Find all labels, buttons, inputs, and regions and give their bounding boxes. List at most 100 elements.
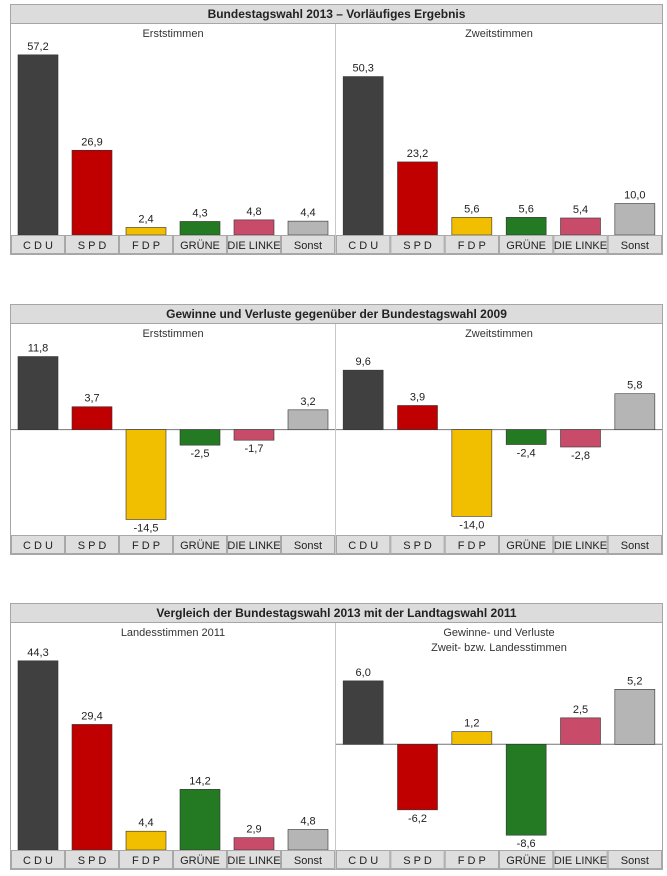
category-cell [11, 535, 65, 554]
data-label: 3,9 [410, 391, 425, 403]
category-label: GRÜNE [506, 240, 546, 252]
chart-panel-comparison-change: Gewinne- und Verluste Zweit- bzw. Landess… [336, 623, 662, 869]
bar-sonst [287, 409, 329, 430]
panel-subtitle: Zweitstimmen [465, 28, 533, 40]
bar-chart: Zweitstimmen 9,6 3,9 -14,0 -2,4 -2,8 5,8 C D U S… [336, 328, 662, 554]
chart-panel-zweitstimmen-change: Zweitstimmen 9,6 3,9 -14,0 -2,4 -2,8 5,8 C D U S… [336, 324, 662, 554]
data-label: 2,9 [246, 824, 261, 836]
panel-subtitle: Zweitstimmen [465, 328, 533, 340]
bar-grüne [505, 743, 547, 836]
bar-chart: Landesstimmen 2011 44,3 29,4 4,4 14,2 2,9 4,8 C… [11, 627, 335, 869]
data-label: 4,8 [300, 816, 315, 828]
bar-f-d-p [451, 429, 493, 517]
panel-divider [335, 623, 336, 869]
data-label: 3,7 [84, 393, 99, 405]
block-title: Gewinne und Verluste gegenüber der Bunde… [11, 305, 662, 324]
bar-sonst [614, 393, 656, 430]
category-cell [444, 850, 499, 869]
bar-f-d-p [125, 227, 167, 236]
bar-f-d-p [451, 731, 493, 745]
panel-subtitle: Landesstimmen 2011 [121, 627, 225, 639]
bar-s-p-d [71, 724, 113, 851]
category-cell [281, 850, 335, 869]
block-title: Vergleich der Bundestagswahl 2013 mit de… [11, 604, 662, 623]
category-label: Sonst [294, 540, 322, 552]
category-cell [336, 235, 391, 254]
category-cell [65, 535, 119, 554]
bar-c-d-u [17, 54, 59, 236]
block-title: Bundestagswahl 2013 – Vorläufiges Ergebn… [11, 5, 662, 24]
category-cell [119, 235, 173, 254]
category-label: C D U [348, 855, 378, 867]
category-label: S P D [403, 240, 432, 252]
category-label: C D U [348, 240, 378, 252]
category-label: F D P [132, 855, 160, 867]
category-cell [173, 535, 227, 554]
bar-s-p-d [71, 149, 113, 236]
bar-die-linke [560, 429, 601, 448]
category-cell [499, 535, 554, 554]
category-label: GRÜNE [180, 855, 220, 867]
category-cell [553, 850, 608, 869]
data-label: 4,4 [300, 207, 315, 219]
category-cell [553, 535, 608, 554]
category-label: C D U [23, 855, 53, 867]
category-label: Sonst [621, 540, 649, 552]
category-cell [499, 235, 554, 254]
category-label: F D P [458, 540, 486, 552]
chart-panel-erststimmen-change: Erststimmen 11,8 3,7 -14,5 -2,5 -1,7 3,2 C D U S… [11, 324, 335, 554]
category-cell [336, 850, 391, 869]
panel-subtitle: Erststimmen [142, 28, 203, 40]
data-label: 2,5 [573, 704, 588, 716]
bar-grüne [505, 429, 547, 445]
panel-divider [335, 324, 336, 554]
category-label: C D U [348, 540, 378, 552]
data-label: 5,8 [627, 380, 642, 392]
category-label: Sonst [621, 240, 649, 252]
chart-block-gains-losses: Gewinne und Verluste gegenüber der Bunde… [10, 304, 663, 555]
category-label: Sonst [294, 855, 322, 867]
bar-die-linke [233, 837, 275, 851]
data-label: -14,0 [459, 519, 484, 531]
data-label: 1,2 [464, 718, 479, 730]
bar-die-linke [233, 219, 275, 236]
bar-c-d-u [17, 660, 59, 851]
data-label: 11,8 [28, 343, 49, 355]
bar-sonst [614, 689, 656, 745]
bar-die-linke [560, 217, 601, 236]
category-label: DIE LINKE [227, 855, 280, 867]
data-label: 57,2 [27, 41, 48, 53]
bar-chart: Erststimmen 57,2 26,9 2,4 4,3 4,8 4,4 C D U S P … [11, 28, 335, 254]
panel-divider [335, 24, 336, 254]
category-cell [173, 850, 227, 869]
chart-panel-erststimmen: Erststimmen 57,2 26,9 2,4 4,3 4,8 4,4 C D U S P … [11, 24, 335, 254]
category-label: Sonst [294, 240, 322, 252]
bar-s-p-d [71, 406, 113, 430]
bar-grüne [179, 221, 221, 236]
category-cell [444, 235, 499, 254]
bar-chart: Erststimmen 11,8 3,7 -14,5 -2,5 -1,7 3,2 C D U S… [11, 328, 335, 554]
data-label: 23,2 [407, 148, 428, 160]
category-label: S P D [403, 855, 432, 867]
category-label: DIE LINKE [554, 855, 607, 867]
data-label: 9,6 [356, 356, 371, 368]
category-cell [444, 535, 499, 554]
category-label: DIE LINKE [554, 240, 607, 252]
category-cell [499, 850, 554, 869]
panel-subtitle: Zweit- bzw. Landesstimmen [431, 642, 567, 654]
data-label: -6,2 [408, 813, 427, 825]
chart-panel-landesstimmen: Landesstimmen 2011 44,3 29,4 4,4 14,2 2,9 4,8 C… [11, 623, 335, 869]
category-cell [227, 535, 281, 554]
bar-chart: Gewinne- und Verluste Zweit- bzw. Landess… [336, 627, 662, 869]
data-label: 3,2 [300, 396, 315, 408]
chart-panel-zweitstimmen: Zweitstimmen 50,3 23,2 5,6 5,6 5,4 10,0 C D U S … [336, 24, 662, 254]
bar-sonst [614, 203, 656, 236]
category-cell [281, 535, 335, 554]
data-label: 50,3 [352, 63, 373, 75]
bar-grüne [179, 429, 221, 446]
category-cell [227, 235, 281, 254]
category-label: DIE LINKE [227, 240, 280, 252]
category-label: C D U [23, 540, 53, 552]
data-label: -14,5 [133, 523, 158, 535]
bar-s-p-d [397, 405, 438, 430]
